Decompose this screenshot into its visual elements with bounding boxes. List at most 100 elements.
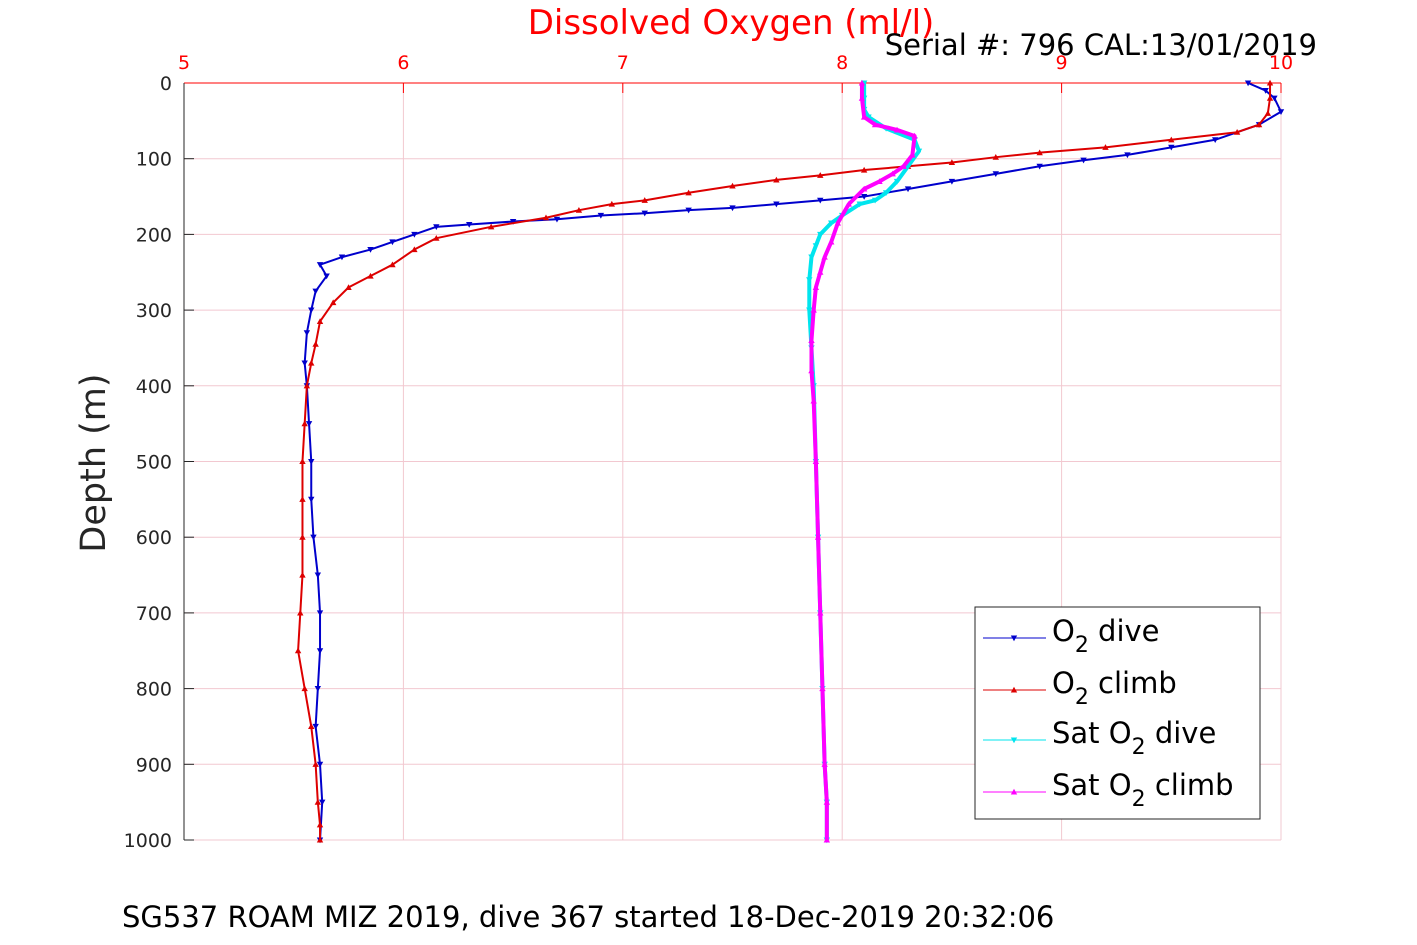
data-point [433,224,440,231]
legend-marker [1010,788,1018,795]
legend-entry: Sat O2 climb [983,768,1234,812]
data-point [819,685,826,692]
data-point [904,186,912,193]
data-point [305,421,313,427]
serial-cal-label: Serial #: 796 CAL:13/01/2019 [885,28,1317,62]
data-point [641,210,648,217]
data-point [338,254,346,261]
y-tick-label: 200 [136,224,172,246]
series-sat-o2-climb [808,79,918,843]
legend-entry: O2 climb [983,666,1177,710]
data-point [812,458,820,465]
data-point [828,238,835,245]
data-point [310,534,317,541]
data-point [367,272,374,279]
data-point [889,170,896,177]
legend-box [974,606,1261,820]
data-point [817,197,824,204]
data-point [1168,144,1175,151]
data-point [821,253,828,260]
data-point [812,243,820,249]
data-point [1036,163,1043,170]
data-point [858,79,866,86]
data-point [871,197,879,204]
data-point [345,284,352,290]
y-tick-label: 400 [136,376,172,398]
data-point [992,153,999,160]
data-point [389,261,396,268]
data-point [909,151,916,158]
legend-label-rest: dive [1089,614,1160,648]
data-point [1255,121,1263,128]
x-tick-label: 7 [617,52,629,74]
data-point [641,197,648,203]
data-point [773,201,780,208]
data-point [367,246,374,253]
y-tick-label: 100 [136,149,172,171]
data-point [729,205,736,212]
data-point [860,185,868,192]
data-point [1233,129,1241,135]
data-point [329,299,337,306]
data-point [314,686,322,692]
data-point [860,113,868,120]
data-point [308,496,315,503]
data-point [316,648,324,654]
grid [183,82,1282,841]
data-point [1080,157,1087,164]
chart-title: Dissolved Oxygen (ml/l) [528,3,935,43]
data-point [542,214,550,221]
data-point [299,571,306,578]
data-point [411,246,418,253]
data-point [316,821,324,828]
series-line [809,83,917,840]
data-point [821,761,828,767]
data-point [312,288,319,295]
data-point [308,307,315,314]
data-point [1266,94,1274,101]
legend-label-main: O [1052,666,1075,700]
data-point [915,148,923,155]
y-tick-label: 700 [136,603,172,625]
data-point [312,761,319,767]
data-point [316,836,324,843]
x-tick-label: 5 [178,52,190,74]
data-point [817,609,824,616]
data-point [308,359,315,366]
data-point [685,207,692,214]
data-point [900,163,907,169]
legend-entry: O2 dive [983,614,1160,658]
dive-caption: SG537 ROAM MIZ 2019, dive 367 started 18… [122,900,1054,934]
y-tick-label: 0 [160,73,172,95]
legend-label-main: Sat O [1052,768,1132,802]
data-point [806,277,813,284]
data-point [1244,80,1252,87]
x-tick-label: 10 [1269,52,1293,74]
y-tick-label: 900 [136,754,172,776]
data-point [323,273,330,280]
data-point [823,798,831,805]
data-point [299,458,306,465]
data-point [1277,109,1285,115]
data-point [808,367,815,374]
data-point [871,121,879,128]
data-point [817,231,824,238]
data-point [860,193,868,200]
data-point [294,647,302,654]
data-point [301,685,308,692]
plot-frame [183,82,1282,841]
data-point [810,306,817,313]
data-point [509,218,517,225]
series-line [297,83,1272,840]
data-point [1036,149,1043,156]
data-point [319,799,326,806]
data-point [1211,137,1219,143]
data-point [817,172,824,178]
data-point [773,176,780,183]
data-point [301,420,308,427]
data-point [433,234,440,241]
data-point [411,231,418,238]
data-point [1102,144,1109,150]
